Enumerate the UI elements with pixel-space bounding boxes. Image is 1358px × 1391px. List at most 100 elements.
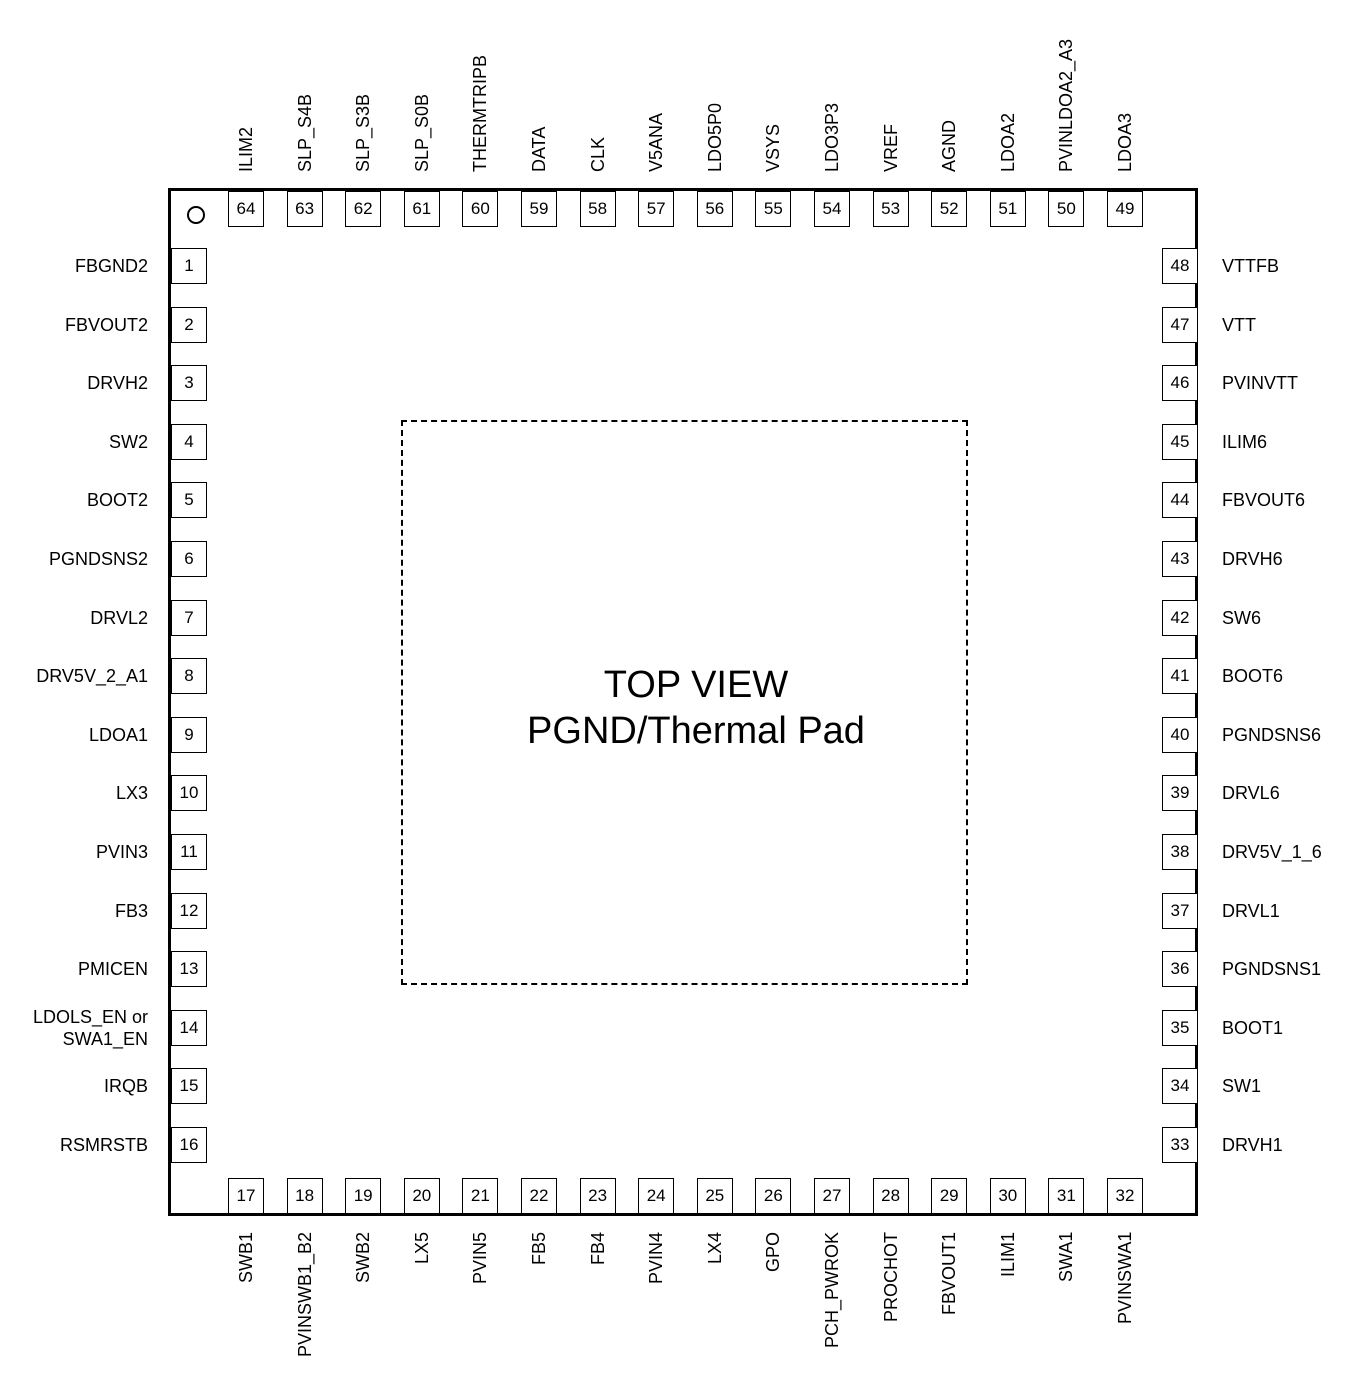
pin-label: SWB1 <box>236 1232 256 1284</box>
pin-box: 19 <box>345 1178 382 1214</box>
pin-box: 47 <box>1162 306 1198 343</box>
pin-label: DRV5V_1_6 <box>1222 842 1322 862</box>
pin-box: 59 <box>521 191 557 227</box>
pin-box: 2 <box>171 306 207 343</box>
pin-box: 9 <box>171 716 207 753</box>
pin-label: ILIM1 <box>997 1232 1018 1278</box>
pin-label: LDOA3 <box>1115 112 1135 172</box>
pin-box: 58 <box>579 191 616 227</box>
pin-label: LX4 <box>704 1232 725 1265</box>
pin-label: DRVH1 <box>1222 1135 1283 1155</box>
pin-label: PVINSWA1 <box>1115 1232 1135 1325</box>
pin-box: 46 <box>1162 365 1198 402</box>
pin-label: BOOT6 <box>1222 666 1284 687</box>
pin-box: 64 <box>228 191 264 227</box>
pin-box: 49 <box>1107 191 1143 227</box>
pin-box: 3 <box>171 365 207 402</box>
pin-box: 31 <box>1048 1178 1085 1214</box>
pin-box: 45 <box>1162 423 1198 460</box>
diagram-title: TOP VIEW PGND/Thermal Pad <box>401 662 991 754</box>
pin-label: AGND <box>939 119 960 172</box>
pin-box: 40 <box>1162 716 1198 753</box>
pin-label: SW2 <box>108 431 148 452</box>
pin-label: PVIN3 <box>95 842 148 862</box>
pin-box: 17 <box>228 1178 264 1214</box>
pin-label: PVINVTT <box>1222 373 1299 394</box>
pin-label: LDOLS_EN or SWA1_EN <box>32 1006 148 1049</box>
pin-label: V5ANA <box>646 112 667 172</box>
pin-box: 50 <box>1048 191 1085 227</box>
pin-box: 37 <box>1162 892 1198 929</box>
pin-label: LX5 <box>411 1232 432 1265</box>
pin-box: 7 <box>171 599 207 636</box>
pin-box: 34 <box>1162 1068 1198 1105</box>
pin-label: ILIM6 <box>1222 431 1268 452</box>
pin-label: CLK <box>587 136 608 172</box>
pin-label: DRVH2 <box>87 373 148 394</box>
pin-label: BOOT1 <box>1222 1017 1284 1038</box>
pin-box: 61 <box>403 191 440 227</box>
pin-box: 20 <box>403 1178 440 1214</box>
pin-label: THERMTRIPB <box>470 55 491 172</box>
pin-box: 42 <box>1162 599 1198 636</box>
ic-package-outline <box>168 188 1198 1216</box>
pin1-indicator-dot <box>187 206 205 224</box>
pin-box: 28 <box>872 1178 909 1214</box>
pin-label: SLP_S3B <box>353 93 374 172</box>
pin-label: PGNDSNS1 <box>1222 959 1322 980</box>
pin-box: 57 <box>638 191 675 227</box>
pin-label: PROCHOT <box>880 1232 901 1322</box>
pin-box: 25 <box>696 1178 733 1214</box>
pin-label: PGNDSNS6 <box>1222 724 1322 745</box>
pin-label: LDOA1 <box>88 724 148 745</box>
pin-box: 60 <box>462 191 499 227</box>
pin-label: DRVL1 <box>1222 900 1280 921</box>
pin-box: 6 <box>171 541 207 577</box>
pin-label: GPO <box>763 1232 784 1273</box>
pin-box: 14 <box>171 1009 207 1046</box>
pin-label: FB3 <box>114 900 148 921</box>
pin-box: 12 <box>171 892 207 929</box>
pin-box: 10 <box>171 775 207 812</box>
pin-box: 18 <box>286 1178 323 1214</box>
pin-box: 1 <box>171 248 207 284</box>
pin-label: PCH_PWROK <box>822 1232 842 1349</box>
pin-label: BOOT2 <box>86 490 148 511</box>
thermal-pad-outline <box>401 420 968 985</box>
pin-box: 51 <box>989 191 1026 227</box>
pin-box: 52 <box>931 191 968 227</box>
pin-label: SWB2 <box>353 1232 374 1284</box>
pin-box: 30 <box>989 1178 1026 1214</box>
pin-label: PGNDSNS2 <box>48 549 148 569</box>
pin-box: 43 <box>1162 541 1198 577</box>
pin-box: 48 <box>1162 248 1198 284</box>
pin-label: SLP_S0B <box>411 93 432 172</box>
pin-box: 56 <box>696 191 733 227</box>
pin-label: VTT <box>1222 314 1256 335</box>
pin-box: 39 <box>1162 775 1198 812</box>
pin-box: 4 <box>171 423 207 460</box>
pin-label: IRQB <box>103 1076 148 1097</box>
pin-box: 23 <box>579 1178 616 1214</box>
pin-label: FBVOUT1 <box>939 1232 960 1316</box>
pin-label: FB4 <box>587 1232 608 1266</box>
pin-box: 16 <box>171 1127 207 1163</box>
pin-box: 11 <box>171 834 207 870</box>
pin-label: VTTFB <box>1222 256 1279 276</box>
pin-label: DRVL6 <box>1222 783 1280 804</box>
pin-label: LDO3P3 <box>822 102 842 172</box>
pin-box: 13 <box>171 951 207 988</box>
title-line-top-view: TOP VIEW <box>603 664 789 706</box>
pin-box: 27 <box>814 1178 850 1214</box>
pin-label: FBGND2 <box>74 256 148 276</box>
pin-label: PVIN5 <box>470 1232 491 1285</box>
title-line-thermal-pad: PGND/Thermal Pad <box>527 710 865 752</box>
pin-label: SW6 <box>1222 607 1262 628</box>
pin-box: 8 <box>171 658 207 695</box>
pin-label: PVINSWB1_B2 <box>294 1232 315 1358</box>
pin-label: FBVOUT2 <box>64 314 148 335</box>
pin-label: LDO5P0 <box>704 102 725 172</box>
pin-box: 36 <box>1162 951 1198 988</box>
pin-box: 38 <box>1162 834 1198 870</box>
pin-label: PVIN4 <box>646 1232 667 1285</box>
